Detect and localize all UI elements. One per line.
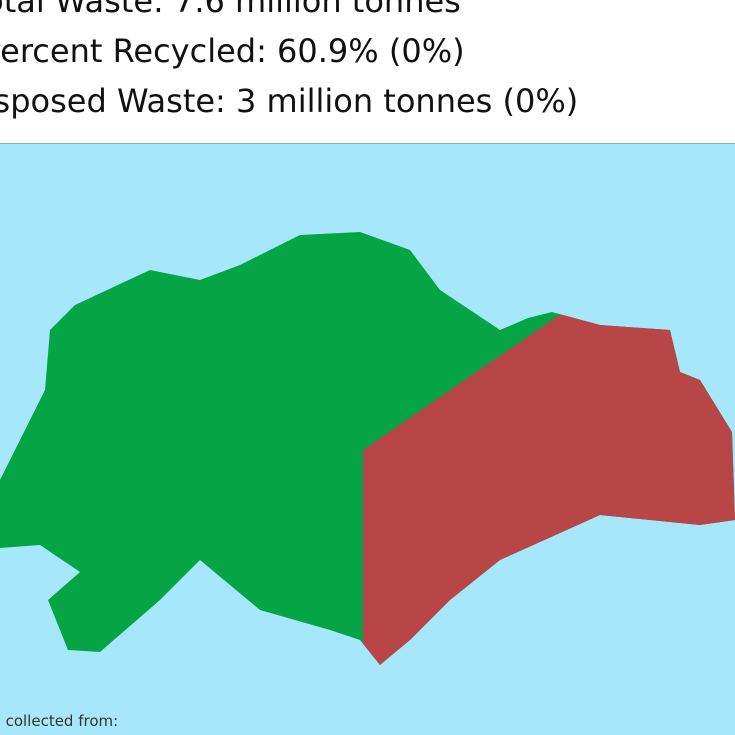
source-label: Data collected from: [0, 712, 119, 730]
map [0, 144, 735, 735]
total-waste: Total Waste: 7.6 million tonnes [0, 0, 461, 20]
percent-recycled: Percent Recycled: 60.9% (0%) [0, 32, 465, 70]
stats-header: Total Waste: 7.6 million tonnes Percent … [0, 0, 735, 144]
island [0, 232, 735, 665]
disposed-waste: Disposed Waste: 3 million tonnes (0%) [0, 82, 579, 120]
